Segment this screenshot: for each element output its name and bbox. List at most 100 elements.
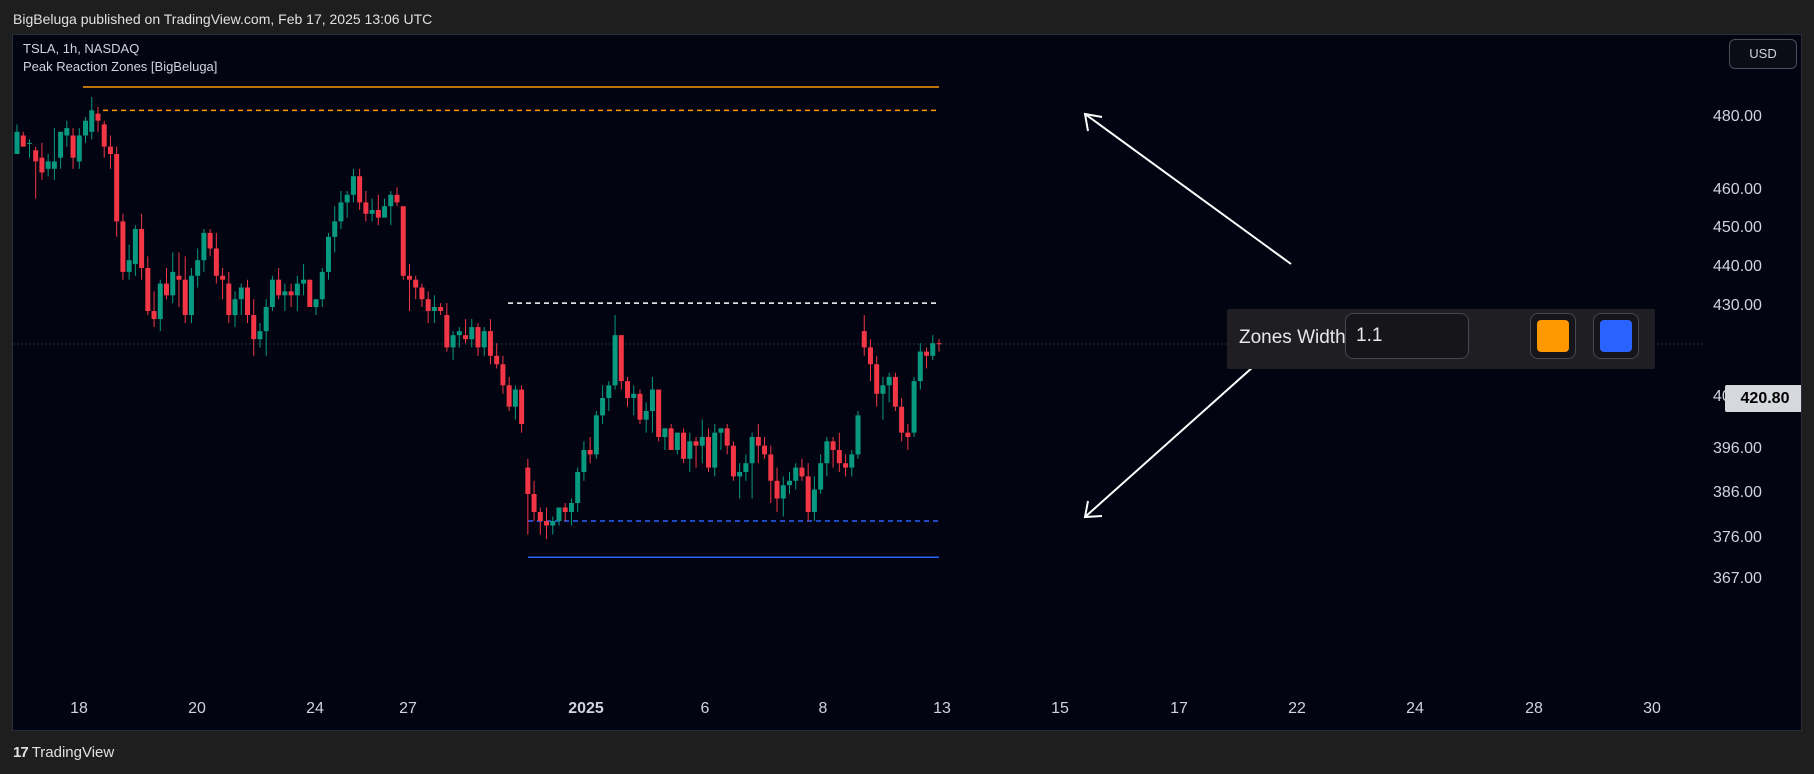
candle — [39, 142, 45, 180]
candle — [450, 331, 456, 361]
date-tick: 24 — [306, 700, 324, 717]
candle — [120, 213, 126, 280]
candle-body — [269, 279, 275, 307]
candle-body — [438, 307, 444, 312]
high-zone-color-picker[interactable] — [1530, 313, 1576, 359]
candle — [799, 458, 805, 481]
candle-body — [369, 210, 375, 214]
candle — [207, 229, 213, 257]
candle-body — [917, 351, 923, 382]
candle — [145, 256, 151, 316]
candle-body — [774, 480, 780, 499]
zone-layer — [83, 86, 939, 558]
candle — [307, 279, 313, 307]
blue-color-swatch — [1600, 320, 1632, 352]
candle — [892, 372, 898, 411]
candle-body — [899, 406, 905, 433]
zones-width-input[interactable]: 1.1 — [1345, 313, 1469, 359]
candle-body — [126, 260, 132, 272]
price-tick: 396.00 — [1713, 440, 1762, 457]
candle — [550, 516, 556, 535]
candle-body — [519, 389, 525, 424]
candle — [699, 419, 705, 464]
candle-body — [494, 355, 500, 365]
candle — [269, 275, 275, 312]
candle-body — [724, 428, 730, 446]
candle-body — [164, 283, 170, 296]
candle — [444, 303, 450, 352]
candle-body — [288, 291, 294, 296]
date-tick: 22 — [1288, 700, 1306, 717]
candle-body — [550, 521, 556, 526]
candle — [836, 432, 842, 472]
candle-body — [730, 445, 736, 477]
candle-body — [512, 389, 518, 407]
candle — [911, 376, 917, 437]
candle-body — [930, 343, 936, 356]
candle-body — [14, 131, 20, 154]
candle-body — [712, 432, 718, 468]
candle-layer — [14, 97, 942, 539]
low-zone-color-picker[interactable] — [1593, 313, 1639, 359]
price-chart[interactable] — [13, 35, 1802, 731]
candle — [325, 232, 331, 280]
candle — [786, 472, 792, 494]
candle — [132, 225, 138, 276]
candle-body — [631, 393, 637, 398]
candle-body — [238, 287, 244, 300]
candle-body — [793, 467, 799, 481]
candle-body — [606, 385, 612, 398]
candle — [662, 428, 668, 450]
candle-body — [33, 150, 39, 162]
chart-area[interactable]: TSLA, 1h, NASDAQ Peak Reaction Zones [Bi… — [12, 34, 1802, 731]
price-tick: 480.00 — [1713, 108, 1762, 125]
candle — [83, 117, 89, 143]
candle — [220, 268, 226, 300]
date-tick: 30 — [1643, 700, 1661, 717]
candle-body — [743, 463, 749, 472]
candle-body — [861, 331, 867, 348]
candle-body — [301, 279, 307, 284]
currency-selector[interactable]: USD — [1729, 39, 1797, 69]
candle-body — [400, 206, 406, 276]
candle-body — [911, 381, 917, 433]
candle-body — [874, 364, 880, 394]
candle — [64, 120, 70, 147]
candle-body — [668, 428, 674, 450]
date-tick: 20 — [188, 700, 206, 717]
candle — [724, 424, 730, 455]
candle-body — [886, 376, 892, 386]
candle-body — [575, 472, 581, 503]
symbol-legend[interactable]: TSLA, 1h, NASDAQ — [23, 41, 140, 56]
candle-body — [537, 512, 543, 521]
candle — [419, 283, 425, 307]
candle-body — [469, 327, 475, 340]
candle-body — [625, 381, 631, 398]
candle-body — [444, 315, 450, 348]
candle-body — [593, 415, 599, 455]
candle-body — [687, 441, 693, 459]
indicator-legend[interactable]: Peak Reaction Zones [BigBeluga] — [23, 59, 218, 74]
candle-body — [905, 432, 911, 437]
candle — [556, 507, 562, 526]
candle — [625, 376, 631, 407]
candle — [170, 252, 176, 304]
date-tick: 6 — [700, 700, 710, 717]
candle — [413, 275, 419, 300]
candle — [344, 191, 350, 218]
candle — [469, 319, 475, 348]
candle — [718, 428, 724, 450]
candle — [568, 498, 574, 526]
candle — [20, 131, 26, 147]
candle — [674, 432, 680, 455]
candle-body — [674, 432, 680, 450]
candle — [917, 343, 923, 390]
candle-body — [500, 364, 506, 386]
candle-body — [176, 275, 182, 280]
tradingview-logo[interactable]: 17 TradingView — [13, 744, 114, 761]
candle — [880, 376, 886, 420]
candle-body — [581, 450, 587, 472]
candle — [33, 146, 39, 199]
candle-body — [506, 385, 512, 407]
candle — [363, 191, 369, 222]
